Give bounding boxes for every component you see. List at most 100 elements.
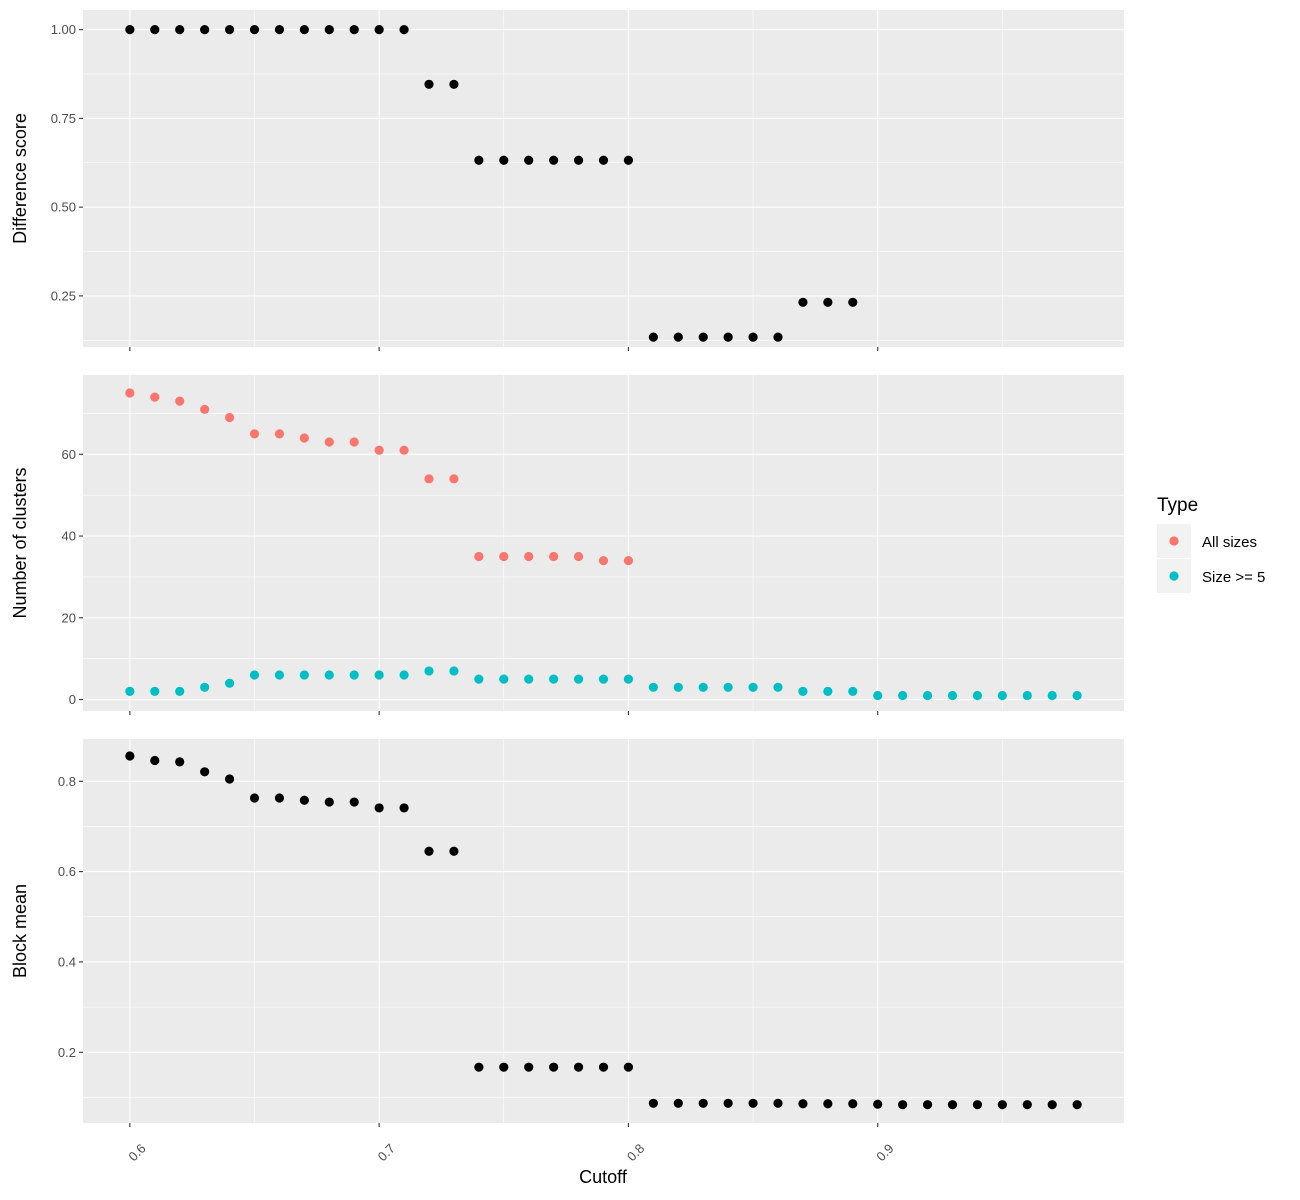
data-point [873, 690, 883, 701]
data-point [474, 551, 484, 562]
data-point [898, 690, 908, 701]
panel-1: 0.25 0.50 0.75 1.00 Difference score [10, 10, 1124, 351]
y-tick-label: 0 [69, 692, 76, 707]
data-point [274, 25, 285, 35]
data-point [274, 429, 285, 439]
data-point [524, 674, 534, 684]
data-point [150, 686, 160, 696]
y-tick-label: 1.00 [51, 22, 76, 37]
legend-marker [1169, 536, 1179, 546]
data-point [374, 670, 384, 680]
data-point [175, 757, 185, 767]
data-point [324, 25, 334, 35]
data-point [175, 686, 185, 696]
data-point [798, 1099, 808, 1109]
data-point [773, 1098, 783, 1108]
data-point [673, 682, 683, 692]
data-point [1047, 690, 1057, 701]
data-point [299, 25, 309, 35]
data-point [873, 1099, 883, 1109]
data-point [922, 1100, 933, 1110]
data-point [947, 690, 958, 701]
data-point [449, 474, 459, 484]
legend: Type All sizes Size >= 5 [1157, 495, 1265, 593]
y-axis-title: Block mean [10, 884, 30, 978]
data-point [698, 332, 708, 342]
data-point [549, 1062, 559, 1072]
data-point [972, 690, 983, 701]
data-point [823, 297, 833, 307]
data-point [623, 1062, 634, 1072]
data-point [773, 332, 783, 342]
x-axis-title: Cutoff [579, 1167, 628, 1187]
y-tick-label: 0.50 [51, 200, 76, 215]
y-axis-title: Number of clusters [10, 467, 30, 618]
data-point [598, 1062, 609, 1072]
y-tick-label: 20 [62, 610, 76, 625]
panel-background [83, 739, 1124, 1123]
series-2 [125, 666, 1082, 701]
data-point [673, 1098, 683, 1108]
data-point [997, 690, 1007, 701]
data-point [224, 774, 235, 784]
data-point [673, 332, 683, 342]
data-point [175, 25, 185, 35]
data-point [573, 155, 584, 165]
data-point [723, 1098, 733, 1108]
data-point [200, 404, 210, 414]
data-point [972, 1100, 983, 1110]
data-point [798, 686, 808, 696]
panel-background [83, 10, 1124, 347]
y-tick-label: 0.75 [51, 111, 76, 126]
data-point [524, 155, 534, 165]
data-point [224, 678, 235, 688]
data-point [748, 1098, 758, 1108]
data-point [399, 25, 409, 35]
data-point [773, 682, 783, 692]
data-point [1072, 690, 1082, 701]
data-point [125, 751, 135, 761]
data-point [549, 155, 559, 165]
data-point [573, 1062, 584, 1072]
data-point [623, 674, 634, 684]
y-tick-label: 60 [62, 447, 76, 462]
data-point [648, 682, 658, 692]
data-point [499, 551, 509, 562]
data-point [349, 797, 359, 807]
panels: 0.25 0.50 0.75 1.00 Difference score 0 20 40 60 N… [10, 10, 1124, 1164]
y-axis-title: Difference score [10, 113, 30, 244]
legend-marker [1169, 571, 1179, 581]
data-point [424, 79, 434, 89]
data-point [324, 437, 334, 447]
data-point [374, 25, 384, 35]
y-tick-label: 0.8 [58, 774, 76, 789]
data-point [549, 674, 559, 684]
data-point [947, 1100, 958, 1110]
data-point [474, 155, 484, 165]
data-point [200, 682, 210, 692]
data-point [374, 445, 384, 455]
data-point [848, 686, 858, 696]
data-point [200, 25, 210, 35]
data-point [549, 551, 559, 562]
data-point [922, 690, 933, 701]
data-point [324, 670, 334, 680]
y-tick-label: 0.6 [58, 864, 76, 879]
data-point [598, 674, 609, 684]
data-point [299, 795, 309, 805]
data-point [349, 25, 359, 35]
data-point [723, 682, 733, 692]
series-1 [125, 388, 634, 566]
data-point [274, 793, 285, 803]
data-point [997, 1100, 1007, 1110]
data-point [150, 25, 160, 35]
data-point [898, 1100, 908, 1110]
data-point [848, 1099, 858, 1109]
data-point [399, 670, 409, 680]
series-1 [125, 751, 1082, 1110]
data-point [598, 555, 609, 566]
data-point [449, 79, 459, 89]
data-point [499, 674, 509, 684]
data-point [848, 297, 858, 307]
data-point [698, 1098, 708, 1108]
